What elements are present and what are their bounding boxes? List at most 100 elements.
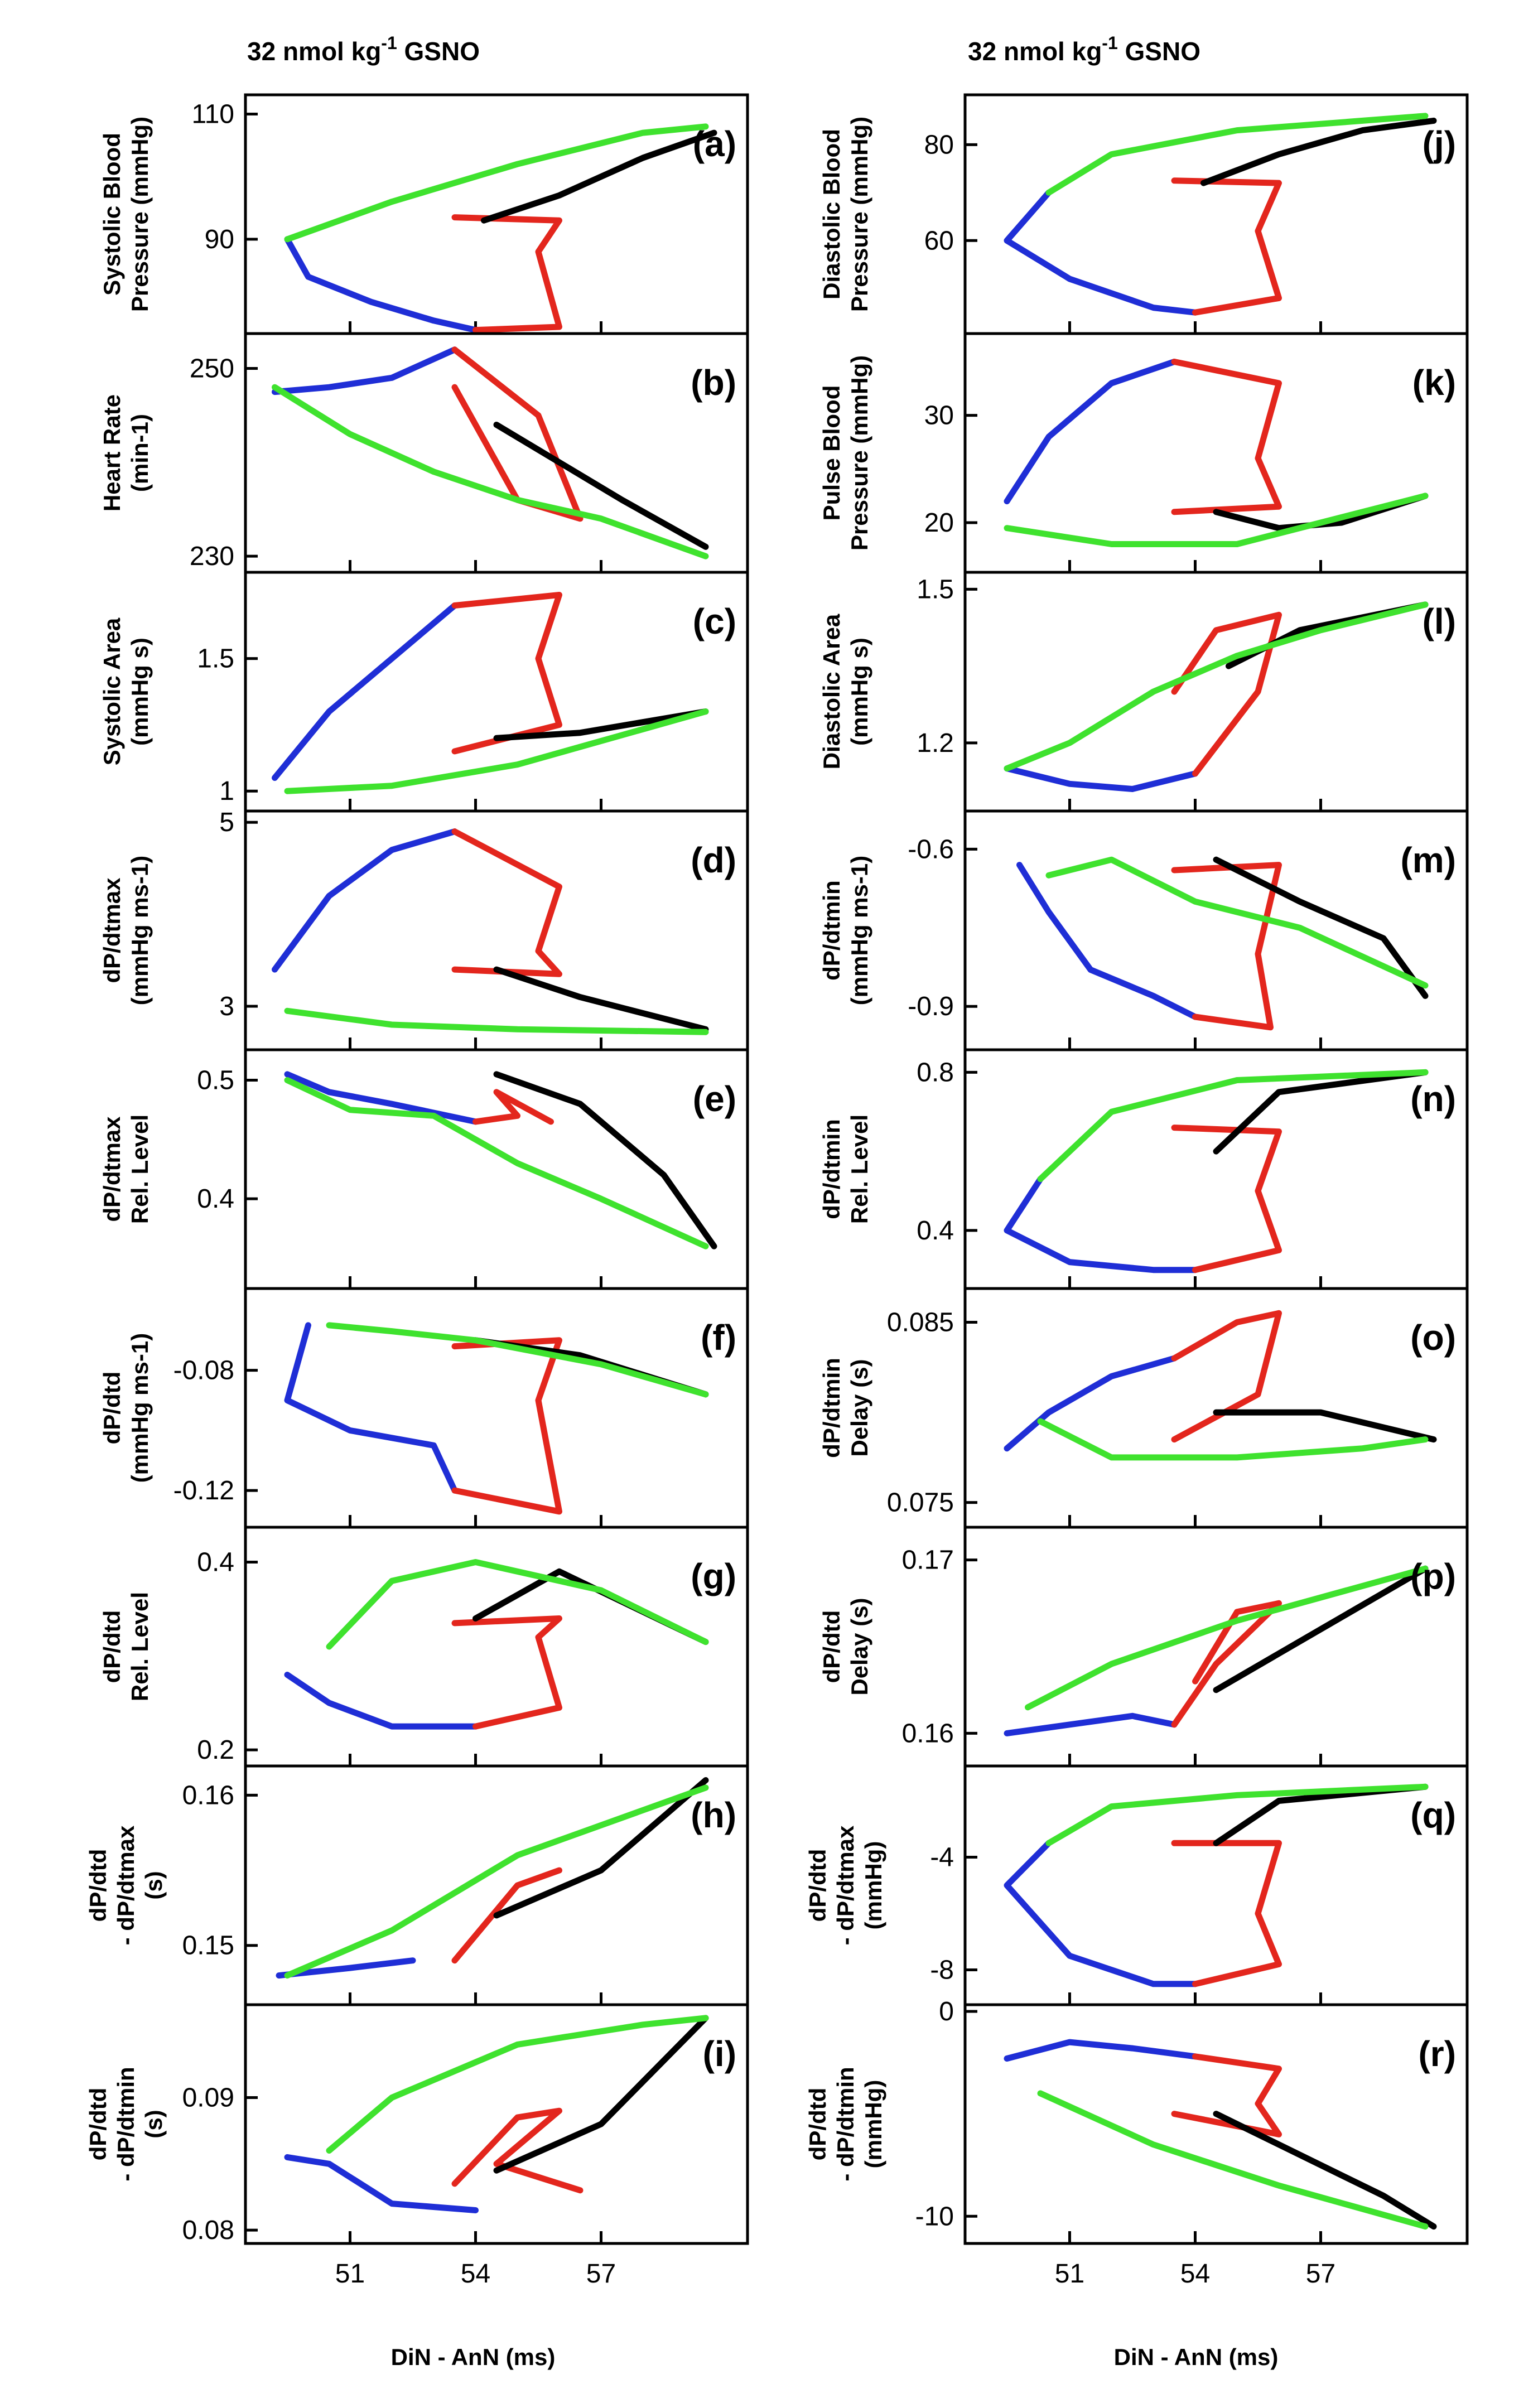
y-tick-label: 0.4 <box>917 1216 954 1246</box>
series-blue-line <box>1004 765 1198 792</box>
y-tick-label: 30 <box>924 401 954 431</box>
y-tick-label: 90 <box>205 225 234 254</box>
panel-m: -0.6 -0.9 (m) dP/dtmin(mmHg ms-1) <box>818 809 1469 1051</box>
title-left-sup: -1 <box>381 33 397 53</box>
y-tick-label: -0.12 <box>173 1476 234 1505</box>
y-axis-label-line: Delay (s) <box>846 1359 872 1456</box>
y-axis-label: Systolic BloodPressure (mmHg) <box>99 117 153 312</box>
title-right-sup: -1 <box>1102 33 1117 53</box>
y-tick-label: 0.4 <box>197 1184 234 1214</box>
panel-e: 0.4 0.5 (e) dP/dtmaxRel. Level <box>99 1048 749 1290</box>
y-tick-label: 0.4 <box>197 1548 234 1577</box>
series-red-line <box>451 1867 562 1964</box>
panel-frame <box>244 1526 749 1768</box>
series-blue-line <box>1004 189 1198 316</box>
y-axis-label-line: dP/dtmax <box>99 877 125 983</box>
y-axis-label: dP/dtminDelay (s) <box>818 1358 872 1458</box>
panel-q: -4 -8 (q) dP/dtd- dP/dtmax(mmHg) <box>804 1764 1469 2006</box>
series-green-line <box>284 708 709 794</box>
y-axis-label-line: Pulse Blood <box>818 385 845 521</box>
y-tick-label: 1 <box>219 776 234 806</box>
series-blue-line <box>272 828 458 973</box>
y-axis-label: Diastolic Area(mmHg s) <box>818 614 872 769</box>
panel-label: (i) <box>703 2034 736 2074</box>
y-tick-label: 250 <box>190 354 234 384</box>
y-tick-label: 1.5 <box>197 644 234 674</box>
x-tick-label: 54 <box>461 2259 490 2289</box>
y-axis-label-line: dP/dtd <box>804 1849 831 1922</box>
y-axis-label-line: (s) <box>141 1871 167 1899</box>
series-blue-line <box>284 1322 458 1494</box>
panel-h: 0.15 0.16 (h) dP/dtd- dP/dtmax(s) <box>85 1764 749 2006</box>
title-left: 32 nmol kg-1 GSNO <box>247 33 480 66</box>
y-tick-label: 0.5 <box>197 1066 234 1096</box>
y-tick-label: 0.15 <box>182 1931 234 1961</box>
series-black-line <box>493 708 709 741</box>
y-tick-label: -10 <box>915 2202 954 2231</box>
panel-o: 0.075 0.085 (o) dP/dtminDelay (s) <box>818 1287 1469 1529</box>
panel-frame <box>963 1764 1469 2006</box>
panel-label: (j) <box>1423 124 1456 164</box>
y-axis-label-line: Pressure (mmHg) <box>127 117 153 312</box>
series-green-line <box>1025 1565 1429 1711</box>
panel-label: (h) <box>691 1795 736 1835</box>
y-axis-label-line: (mmHg ms-1) <box>127 856 153 1005</box>
y-axis-label-line: dP/dtmin <box>818 880 845 981</box>
y-tick-label: 1.5 <box>917 575 954 604</box>
series-blue-line <box>1004 1840 1198 1987</box>
y-axis-label-line: dP/dtd <box>804 2088 831 2161</box>
y-axis-label-line: dP/dtd <box>85 2088 111 2161</box>
panel-k: 20 30 (k) Pulse BloodPressure (mmHg) <box>818 332 1469 574</box>
series-green-line <box>1045 113 1429 196</box>
series-blue-line <box>1004 359 1178 505</box>
y-tick-label: 0 <box>939 1997 954 2026</box>
series-blue-line <box>276 1957 416 1979</box>
panel-label: (m) <box>1400 840 1456 880</box>
y-axis-label-line: - dP/dtmin <box>832 2067 859 2181</box>
series-black-line <box>1213 1409 1437 1443</box>
svg-text:32 nmol kg-1 GSNO: 32 nmol kg-1 GSNO <box>247 33 480 66</box>
series-green-line <box>284 123 709 243</box>
y-axis-label-line: (mmHg) <box>860 1841 886 1930</box>
series-black-line <box>1200 117 1437 186</box>
panel-f: -0.08 -0.12 (f) dP/dtd(mmHg ms-1) <box>99 1287 749 1529</box>
series-blue-line <box>1004 1712 1178 1736</box>
series-blue-line <box>284 2154 479 2213</box>
y-axis-label-line: (mmHg ms-1) <box>127 1333 153 1483</box>
series-red-line <box>1171 1310 1282 1443</box>
series-red-line <box>451 828 562 977</box>
y-tick-label: 0.075 <box>887 1488 954 1518</box>
series-red-line <box>451 214 562 334</box>
y-axis-label: dP/dtd(mmHg ms-1) <box>99 1333 153 1483</box>
title-right-tail: GSNO <box>1118 37 1200 66</box>
y-axis-label: dP/dtmin(mmHg ms-1) <box>818 856 872 1005</box>
y-axis-label-line: - dP/dtmax <box>113 1825 139 1945</box>
y-tick-label: 1.2 <box>917 728 954 758</box>
x-tick-label: 57 <box>586 2259 616 2289</box>
y-axis-label-line: - dP/dtmax <box>832 1825 859 1945</box>
x-tick-label: 54 <box>1180 2259 1210 2289</box>
y-axis-label-line: Heart Rate <box>99 394 125 511</box>
series-red-line <box>1171 1840 1282 1987</box>
y-axis-label-line: Diastolic Area <box>818 614 845 769</box>
series-green-line <box>1004 493 1429 547</box>
x-tick-label: 51 <box>1055 2259 1084 2289</box>
series-green-line <box>1037 1418 1429 1461</box>
y-axis-label-line: Diastolic Blood <box>818 129 845 300</box>
series-black-line <box>1213 2111 1437 2230</box>
series-green-line <box>284 1007 709 1035</box>
y-tick-label: 0.09 <box>182 2083 234 2112</box>
y-axis-label: dP/dtminRel. Level <box>818 1114 872 1224</box>
panel-label: (f) <box>701 1318 736 1358</box>
y-tick-label: -8 <box>930 1956 954 1985</box>
y-axis-label-line: Rel. Level <box>846 1114 872 1224</box>
series-red-line <box>451 1615 562 1730</box>
x-tick-label: 57 <box>1306 2259 1335 2289</box>
series-green-line <box>326 2015 709 2154</box>
series-green-line <box>1037 1069 1429 1183</box>
series-black-line <box>472 1568 709 1645</box>
series-red-line <box>1171 2053 1282 2137</box>
panel-label: (a) <box>693 124 736 164</box>
y-tick-label: 230 <box>190 542 234 571</box>
